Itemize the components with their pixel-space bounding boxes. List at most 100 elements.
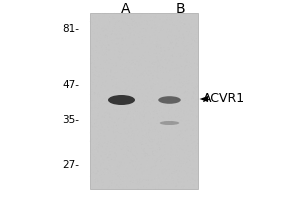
Point [135,25,140,28]
Point [141,45,146,48]
Point [170,87,175,90]
Point [91,58,95,61]
Point [161,100,166,103]
Point [182,155,186,158]
Point [134,21,139,25]
Point [117,112,122,115]
Point [133,103,137,107]
Point [94,142,99,145]
Point [149,20,154,23]
Point [138,98,142,101]
Point [124,75,129,78]
Point [170,182,175,185]
Point [126,112,131,115]
Point [188,43,193,46]
Point [163,173,168,176]
Point [128,102,133,106]
Point [104,105,109,108]
Point [141,71,146,74]
Point [122,108,127,111]
Point [133,172,137,175]
Point [94,73,99,76]
Point [184,32,188,35]
Point [184,54,189,57]
Point [117,117,122,120]
Point [137,130,142,133]
Point [108,48,113,51]
Point [154,178,159,181]
Point [115,54,119,58]
Point [187,81,191,85]
Point [103,131,108,134]
Point [178,164,183,168]
Point [140,140,145,143]
Point [169,38,174,42]
Point [93,141,98,144]
Point [95,47,100,51]
Point [168,157,173,160]
Point [182,158,187,161]
Point [195,94,200,97]
Point [102,168,107,171]
Point [176,39,181,42]
Point [158,130,163,133]
Point [189,172,194,175]
Point [149,114,154,117]
Point [96,23,101,26]
Point [194,70,199,73]
Point [168,41,173,44]
Point [192,129,197,132]
Point [128,166,133,169]
Point [109,25,114,28]
Point [193,85,197,88]
Point [146,161,150,164]
Point [147,52,152,55]
Point [167,45,172,48]
Point [137,21,142,25]
Point [131,128,136,131]
Point [164,182,169,185]
Point [136,93,141,96]
Point [175,88,179,91]
Point [109,99,113,102]
Point [143,42,148,45]
Point [183,69,188,72]
Point [134,56,139,59]
Point [100,29,105,33]
Point [154,76,159,80]
Point [115,129,119,133]
Point [174,107,179,110]
Point [136,34,141,37]
Point [102,143,107,146]
Point [91,88,96,92]
Point [166,34,171,37]
Point [158,129,163,133]
Point [187,159,192,162]
Point [129,97,134,101]
Point [176,180,181,184]
Point [97,57,102,60]
Point [133,58,138,61]
Point [104,187,109,190]
Point [100,160,105,163]
Point [190,145,194,148]
Point [110,27,115,30]
Point [143,22,148,25]
Point [163,179,168,182]
Point [123,109,128,112]
Point [171,156,176,160]
Point [134,141,139,144]
Point [166,76,171,79]
Point [97,143,101,146]
Point [139,108,143,111]
Point [158,43,162,47]
Point [163,19,168,22]
Point [88,130,93,133]
Point [182,160,187,163]
Point [154,182,159,185]
Point [149,84,154,88]
Point [193,84,197,87]
Point [99,100,103,103]
Point [175,144,180,147]
Point [124,158,128,161]
